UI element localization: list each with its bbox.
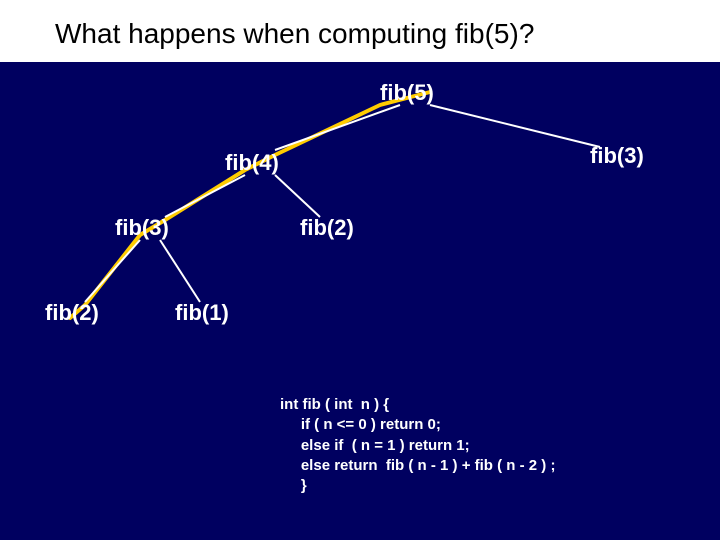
tree-node: fib(3)	[115, 215, 169, 241]
code-block: int fib ( int n ) { if ( n <= 0 ) return…	[280, 395, 555, 496]
tree-node: fib(3)	[590, 143, 644, 169]
tree-node: fib(5)	[380, 80, 434, 106]
slide-root: What happens when computing fib(5)? fib(…	[0, 0, 720, 540]
tree-node: fib(2)	[45, 300, 99, 326]
slide-title: What happens when computing fib(5)?	[55, 18, 534, 50]
tree-node: fib(1)	[175, 300, 229, 326]
tree-node: fib(2)	[300, 215, 354, 241]
tree-node: fib(4)	[225, 150, 279, 176]
